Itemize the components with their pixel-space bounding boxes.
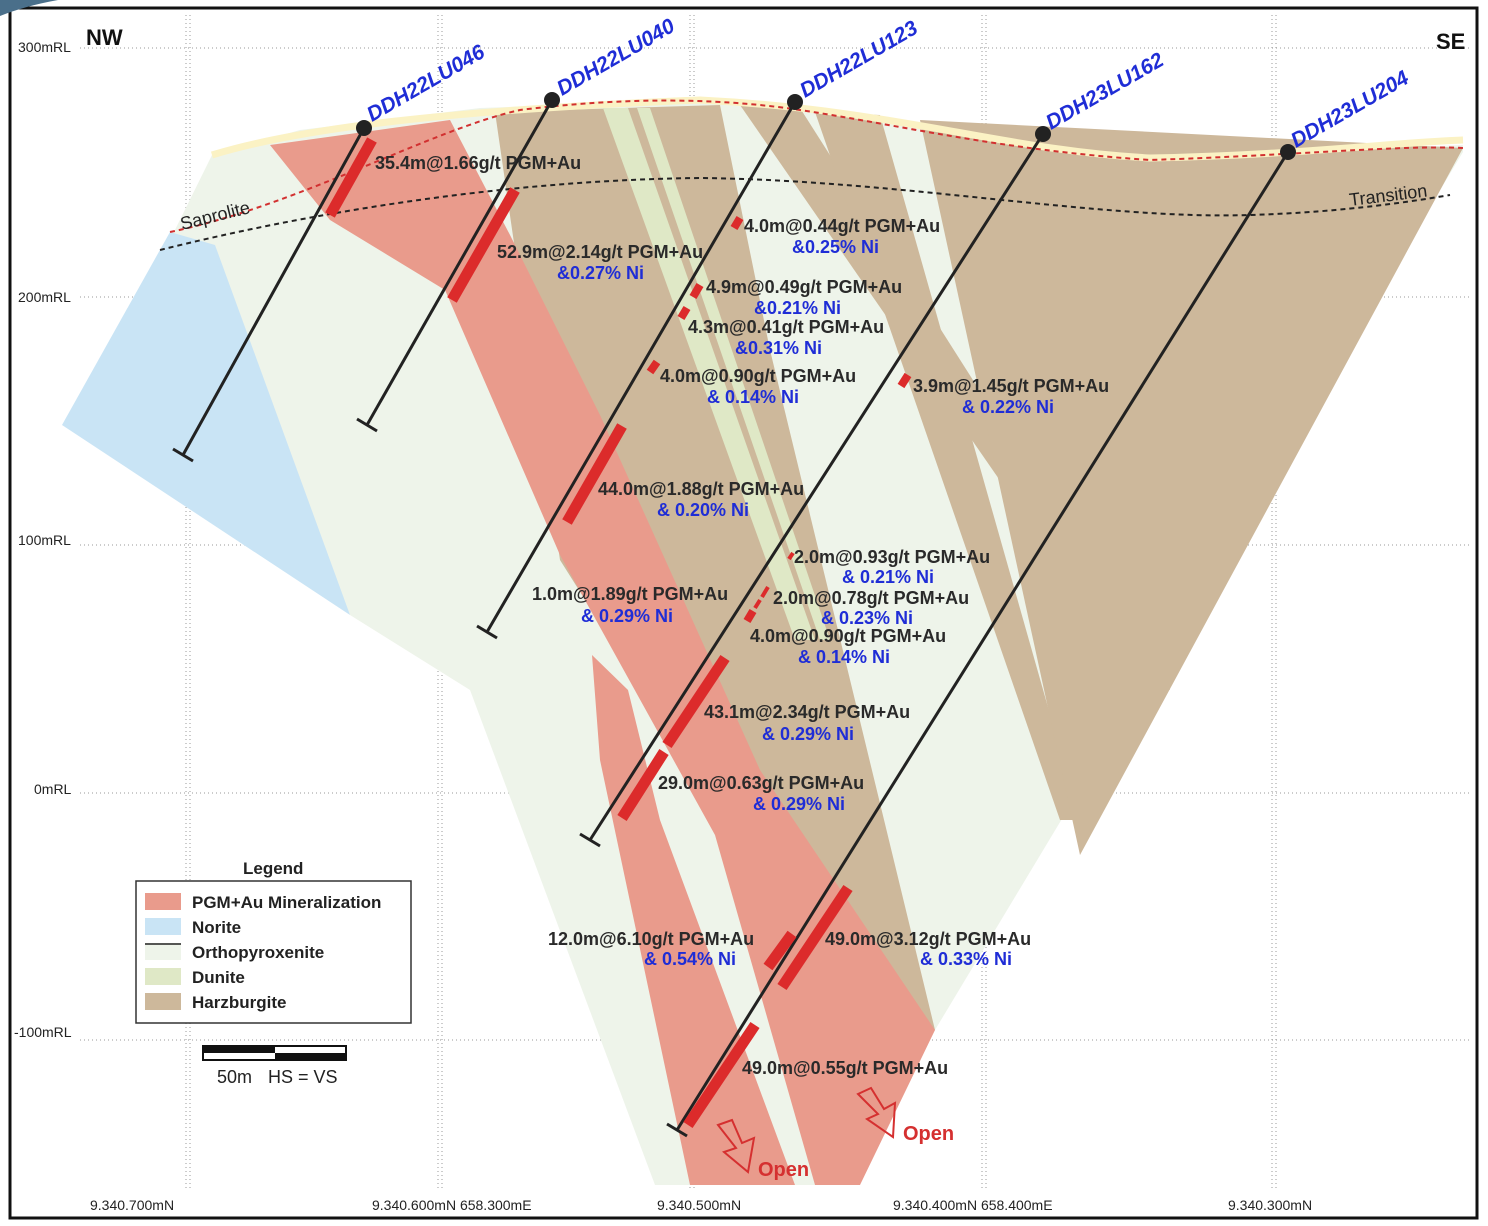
harzburgite-body-1 [495,105,935,1060]
intercept-14-ni: & 0.29% Ni [753,794,845,814]
rl-label-0: 0mRL [34,781,72,797]
intercept-16-grade: 49.0m@3.12g/t PGM+Au [825,929,1031,949]
legend-item-harzburgite: Harzburgite [192,993,286,1012]
intercept-2-ni: &0.27% Ni [557,263,644,283]
legend-item-norite: Norite [192,918,241,937]
intercept-3-grade: 4.0m@0.44g/t PGM+Au [744,216,940,236]
intercept-8-grade: 44.0m@1.88g/t PGM+Au [598,479,804,499]
intercept-2-grade: 52.9m@2.14g/t PGM+Au [497,242,703,262]
intercept-10-ni: & 0.29% Ni [581,606,673,626]
intercept-14-grade: 29.0m@0.63g/t PGM+Au [658,773,864,793]
rl-label-300: 300mRL [18,39,71,55]
open-label-1: Open [758,1159,809,1181]
intercept-8-ni: & 0.20% Ni [657,500,749,520]
intercept-12-ni: & 0.14% Ni [798,647,890,667]
open-label-2: Open [903,1123,954,1145]
intercept-11-ni: & 0.23% Ni [821,608,913,628]
corner-decoration [0,0,58,16]
legend-item-orthopyroxenite: Orthopyroxenite [192,943,324,962]
intercept-15-ni: & 0.54% Ni [644,949,736,969]
transition-boundary [159,176,1451,251]
scale-bar-note: HS = VS [268,1067,338,1087]
dunite-dyke-2 [637,108,830,640]
intercept-15-grade: 12.0m@6.10g/t PGM+Au [548,929,754,949]
norite-body [62,232,350,615]
grid-label-2: 9.340.600mN 658.300mE [372,1197,532,1213]
grid-label-3: 9.340.500mN [657,1197,741,1213]
dunite-dyke-1 [603,108,815,640]
drillhole-traces [181,99,1290,1131]
intercept-3-ni: &0.25% Ni [792,237,879,257]
drillhole-collars [356,92,1296,160]
harzburgite-body-4 [920,120,1463,855]
grid-label-1: 9.340.700mN [90,1197,174,1213]
legend-swatch-dunite [145,968,181,985]
intercept-13-ni: & 0.29% Ni [762,724,854,744]
grid-label-4: 9.340.400mN 658.400mE [893,1197,1053,1213]
intercept-7-grade: 3.9m@1.45g/t PGM+Au [913,376,1109,396]
legend-item-dunite: Dunite [192,968,245,987]
intercept-12-grade: 4.0m@0.90g/t PGM+Au [750,626,946,646]
intercept-11-grade: 2.0m@0.78g/t PGM+Au [773,588,969,608]
mineralization-main [270,120,935,1185]
scale-bar: 50m HS = VS [202,1045,347,1087]
intercept-4-grade: 4.9m@0.49g/t PGM+Au [706,277,902,297]
direction-label-se: SE [1436,29,1465,54]
intercept-4-ni: &0.21% Ni [754,298,841,318]
intercept-10-grade: 1.0m@1.89g/t PGM+Au [532,584,728,604]
intercept-17-grade: 49.0m@0.55g/t PGM+Au [742,1058,948,1078]
intercept-5-grade: 4.3m@0.41g/t PGM+Au [688,317,884,337]
intercept-1-grade: 35.4m@1.66g/t PGM+Au [375,153,581,173]
rl-label-200: 200mRL [18,289,71,305]
grid-label-5: 9.340.300mN [1228,1197,1312,1213]
legend-swatch-harzburgite [145,993,181,1010]
legend-title: Legend [243,859,303,878]
drillhole-end-ticks [172,417,688,1138]
legend-item-mineralization: PGM+Au Mineralization [192,893,381,912]
direction-label-nw: NW [86,25,123,50]
intercept-labels: 35.4m@1.66g/t PGM+Au 52.9m@2.14g/t PGM+A… [375,153,1109,1078]
legend-swatch-mineralization [145,893,181,910]
intercept-bars [325,137,912,1129]
legend-box [135,880,412,1024]
scale-bar-label: 50m [217,1067,252,1087]
intercept-9-grade: 2.0m@0.93g/t PGM+Au [794,547,990,567]
intercept-16-ni: & 0.33% Ni [920,949,1012,969]
intercept-5-ni: &0.31% Ni [735,338,822,358]
intercept-7-ni: & 0.22% Ni [962,397,1054,417]
open-arrows [716,1086,897,1174]
saprolite-boundary [169,99,1464,233]
surface-cover [210,96,1464,162]
rl-label-100: 100mRL [18,532,71,548]
harzburgite-body-3 [815,112,1080,820]
intercept-6-ni: & 0.14% Ni [707,387,799,407]
rl-label-minus100: -100mRL [14,1024,72,1040]
legend-swatch-orthopyroxenite [145,943,181,960]
legend-swatch-norite [145,918,181,935]
intercept-6-grade: 4.0m@0.90g/t PGM+Au [660,366,856,386]
intercept-9-ni: & 0.21% Ni [842,567,934,587]
intercept-13-grade: 43.1m@2.34g/t PGM+Au [704,702,910,722]
legend: Legend PGM+Au Mineralization Norite Orth… [135,859,412,1024]
